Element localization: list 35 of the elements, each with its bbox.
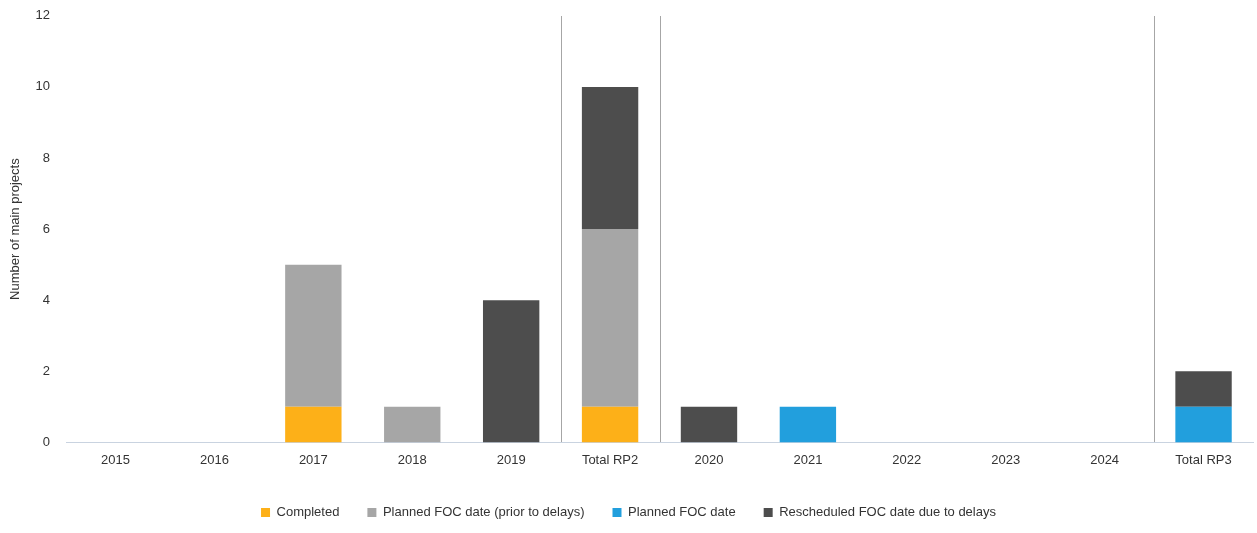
x-tick-label: 2016 xyxy=(199,451,229,467)
bar xyxy=(1175,406,1232,443)
bar xyxy=(779,406,837,443)
x-tick-label: 2019 xyxy=(496,451,526,467)
y-tick-label: 4 xyxy=(42,291,51,307)
y-tick-label: 0 xyxy=(42,433,51,449)
bar xyxy=(581,86,639,230)
x-tick-label: 2020 xyxy=(694,451,724,467)
bar xyxy=(384,406,441,443)
x-tick-label: 2018 xyxy=(397,451,427,467)
bar xyxy=(581,406,639,443)
legend-label: Planned FOC date xyxy=(627,504,736,520)
bar xyxy=(482,300,540,443)
legend-label: Planned FOC date (prior to delays) xyxy=(382,504,585,520)
x-tick-label: 2024 xyxy=(1090,451,1120,467)
y-tick-label: 8 xyxy=(42,149,51,165)
legend-label: Completed xyxy=(276,504,340,520)
x-tick-label: Total RP2 xyxy=(581,451,639,467)
bar xyxy=(581,229,639,407)
y-tick-label: 2 xyxy=(42,362,51,378)
y-tick-label: 10 xyxy=(35,78,51,94)
x-tick-label: 2017 xyxy=(298,451,328,467)
x-tick-label: 2023 xyxy=(991,451,1021,467)
legend-label: Rescheduled FOC date due to delays xyxy=(779,504,997,520)
bar xyxy=(1175,371,1232,407)
x-tick-label: 2022 xyxy=(892,451,922,467)
x-tick-label: Total RP3 xyxy=(1175,451,1232,467)
bar xyxy=(680,406,738,443)
y-axis-title: Number of main projects xyxy=(7,157,23,300)
y-tick-label: 6 xyxy=(42,220,51,236)
x-tick-label: 2015 xyxy=(101,451,130,467)
y-tick-label: 12 xyxy=(35,7,51,23)
bar xyxy=(285,264,342,407)
bar xyxy=(285,406,342,443)
x-tick-label: 2021 xyxy=(793,451,823,467)
